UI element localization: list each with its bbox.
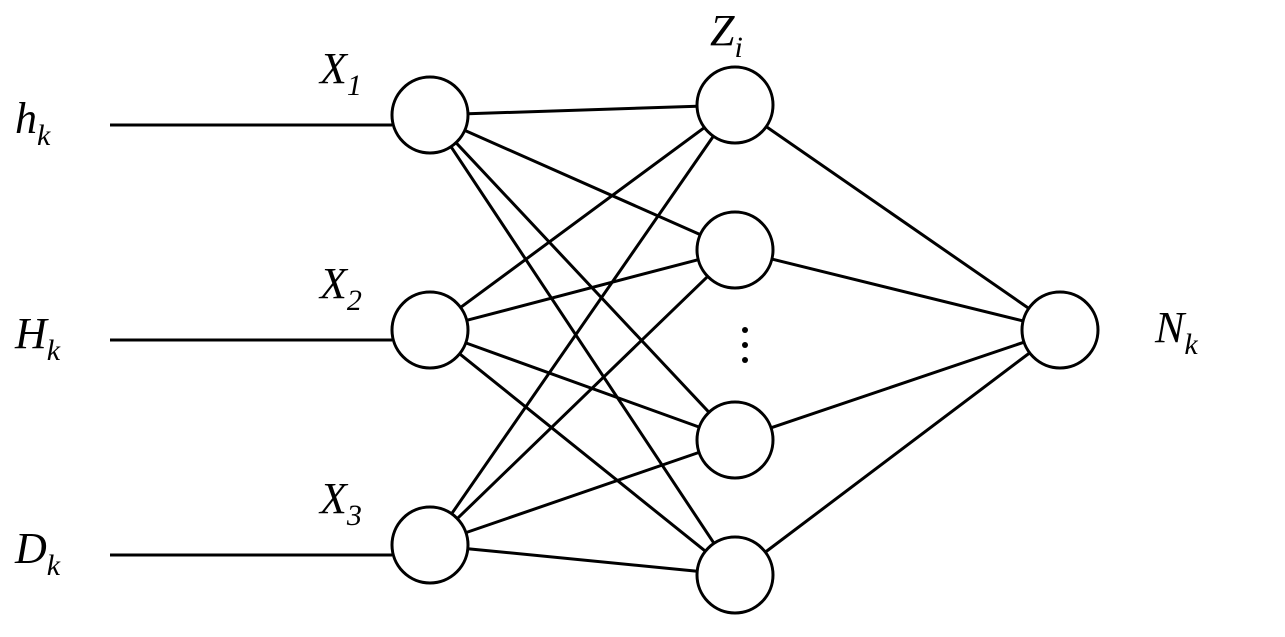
ellipsis-dot bbox=[742, 342, 748, 348]
hidden-node-4 bbox=[697, 537, 773, 613]
edge bbox=[765, 353, 1029, 552]
output-node bbox=[1022, 292, 1098, 368]
x-label-1: X1 bbox=[318, 44, 362, 102]
ellipsis-dot bbox=[742, 327, 748, 333]
hidden-node-2 bbox=[697, 212, 773, 288]
input-label-3: Dk bbox=[14, 524, 61, 582]
input-label-1: hk bbox=[15, 94, 51, 152]
edge bbox=[451, 147, 714, 544]
x-label-2: X2 bbox=[318, 259, 362, 317]
hidden-node-1 bbox=[697, 67, 773, 143]
input-node-2 bbox=[392, 292, 468, 368]
edge bbox=[452, 136, 714, 514]
input-label-2: Hk bbox=[14, 309, 61, 367]
labels-layer: hk X1 Hk X2 Dk X3 Zi Nk bbox=[14, 6, 1198, 582]
edges-layer bbox=[110, 106, 1030, 571]
edge bbox=[466, 452, 699, 532]
edge bbox=[766, 127, 1029, 309]
ellipsis-dot bbox=[742, 357, 748, 363]
input-node-3 bbox=[392, 507, 468, 583]
neural-network-diagram: hk X1 Hk X2 Dk X3 Zi Nk bbox=[0, 0, 1285, 637]
edge bbox=[772, 259, 1023, 321]
output-label: Nk bbox=[1154, 303, 1198, 361]
nodes-layer bbox=[392, 67, 1098, 613]
hidden-node-3 bbox=[697, 402, 773, 478]
edge bbox=[468, 106, 697, 114]
x-label-3: X3 bbox=[318, 474, 362, 532]
input-node-1 bbox=[392, 77, 468, 153]
hidden-label: Zi bbox=[710, 6, 743, 64]
edge bbox=[467, 260, 698, 321]
edge bbox=[468, 549, 697, 572]
